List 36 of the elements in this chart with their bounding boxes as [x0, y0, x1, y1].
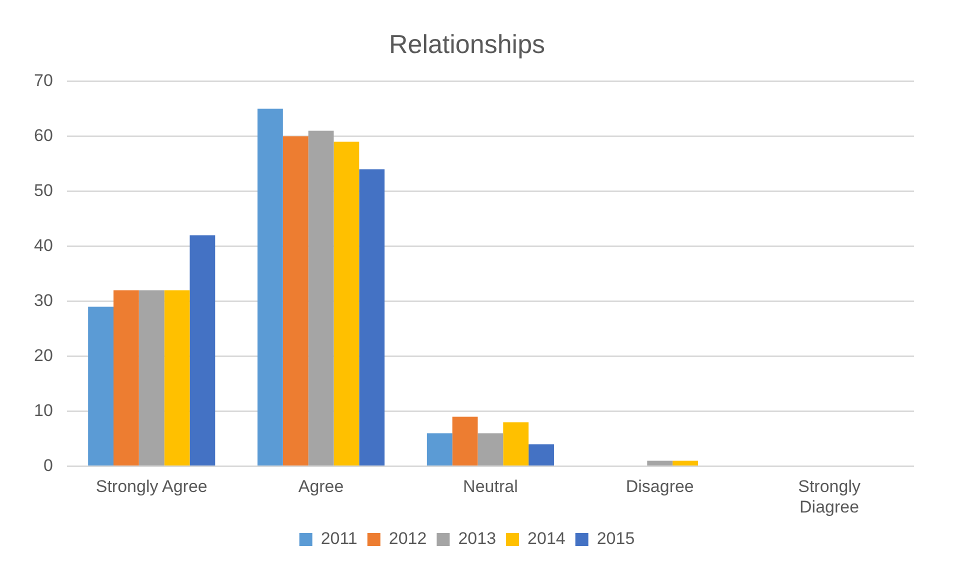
- y-tick-label: 0: [43, 456, 53, 475]
- bar: [426, 433, 452, 466]
- y-tick-label: 10: [34, 400, 53, 420]
- bar: [528, 444, 554, 466]
- x-tick-label: Disagree: [626, 477, 694, 496]
- x-tick-label: Agree: [298, 477, 344, 496]
- bar: [258, 108, 283, 466]
- bar: [308, 130, 334, 466]
- y-tick-label: 60: [34, 126, 53, 145]
- y-tick-label: 70: [34, 70, 53, 90]
- legend-label: 2014: [528, 529, 566, 548]
- bar: [478, 433, 504, 466]
- legend-label: 2015: [596, 529, 635, 548]
- x-tick-label: Strongly Diagree: [798, 477, 861, 516]
- bar: [88, 306, 114, 466]
- bar: [334, 142, 360, 466]
- bar: [452, 416, 478, 466]
- bar: [138, 290, 164, 466]
- legend-label: 2011: [320, 529, 358, 548]
- y-tick-label: 50: [34, 180, 53, 200]
- bar: [672, 460, 698, 466]
- y-tick-label: 30: [34, 290, 53, 310]
- bar: [359, 169, 385, 466]
- x-tick-label: Neutral: [463, 477, 518, 496]
- chart-title: Relationships: [388, 28, 546, 59]
- y-tick-label: 20: [34, 346, 53, 365]
- bar: [647, 460, 673, 466]
- bar: [503, 422, 529, 466]
- legend-label: 2012: [388, 529, 427, 548]
- y-tick-label: 40: [34, 236, 53, 255]
- legend-label: 2013: [458, 529, 496, 548]
- bar: [190, 235, 216, 466]
- bar: [282, 136, 308, 466]
- bar: [164, 290, 190, 466]
- bar: [114, 290, 139, 466]
- x-tick-label: Strongly Agree: [96, 477, 208, 496]
